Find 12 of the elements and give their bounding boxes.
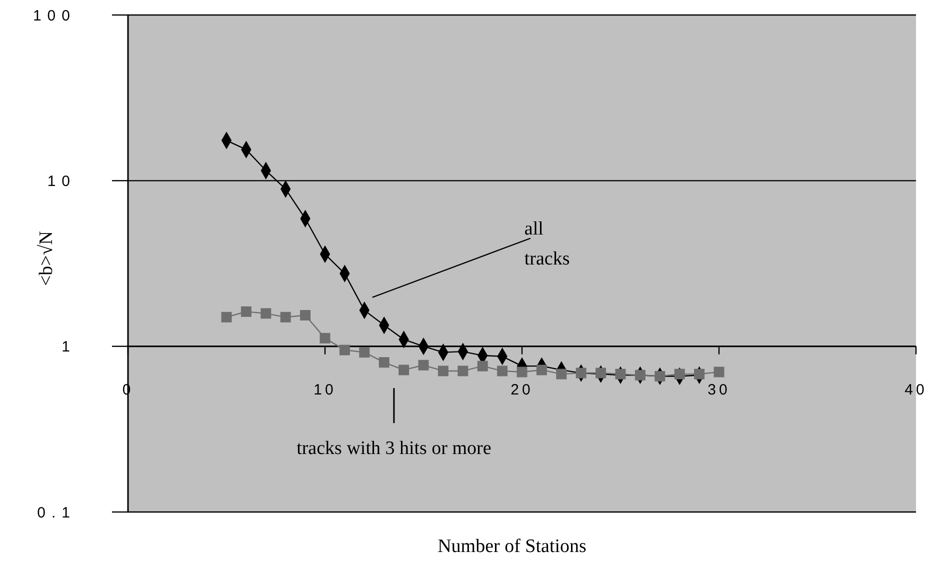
x-tick-label: 10: [314, 381, 336, 398]
annotation: tracks with 3 hits or more: [296, 438, 492, 460]
y-tick-label: 1: [62, 338, 76, 356]
y-tick-label: 10: [47, 172, 76, 190]
x-tick-label: 40: [904, 381, 928, 398]
x-tick-label: 20: [510, 381, 534, 398]
y-axis-title: <b>√N: [36, 230, 57, 286]
y-tick-label: 100: [32, 7, 76, 24]
x-axis-title: Number of Stations: [438, 536, 586, 557]
y-tick-label: 0.1: [37, 504, 76, 522]
annotation: all tracks: [524, 218, 570, 270]
x-tick-label: 30: [708, 381, 730, 398]
